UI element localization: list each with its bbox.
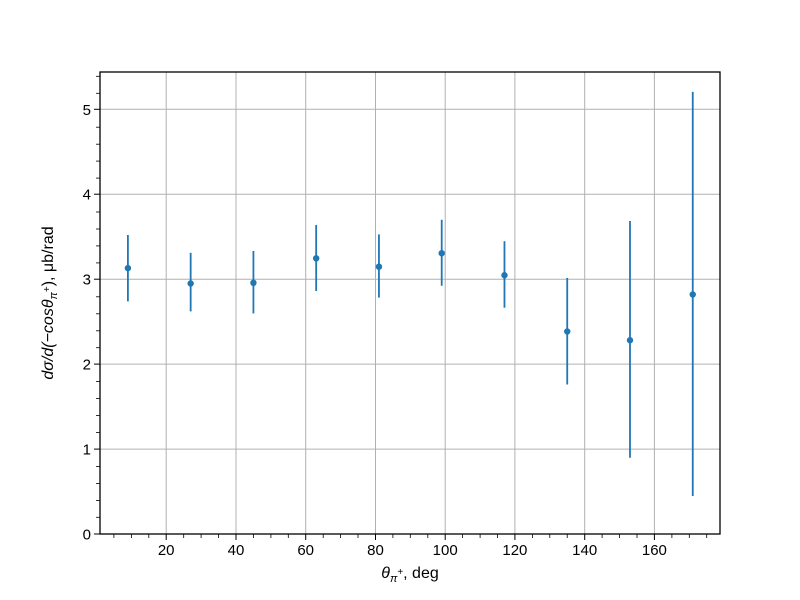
- svg-text:2: 2: [83, 357, 91, 374]
- svg-text:120: 120: [502, 542, 527, 559]
- svg-text:60: 60: [297, 542, 314, 559]
- svg-text:1: 1: [83, 442, 91, 459]
- svg-text:80: 80: [367, 542, 384, 559]
- svg-text:4: 4: [83, 187, 91, 204]
- svg-text:40: 40: [228, 542, 245, 559]
- svg-text:3: 3: [83, 272, 91, 289]
- svg-text:140: 140: [572, 542, 597, 559]
- svg-text:100: 100: [433, 542, 458, 559]
- svg-text:0: 0: [83, 527, 91, 544]
- svg-text:160: 160: [642, 542, 667, 559]
- svg-text:5: 5: [83, 102, 91, 119]
- svg-text:20: 20: [158, 542, 175, 559]
